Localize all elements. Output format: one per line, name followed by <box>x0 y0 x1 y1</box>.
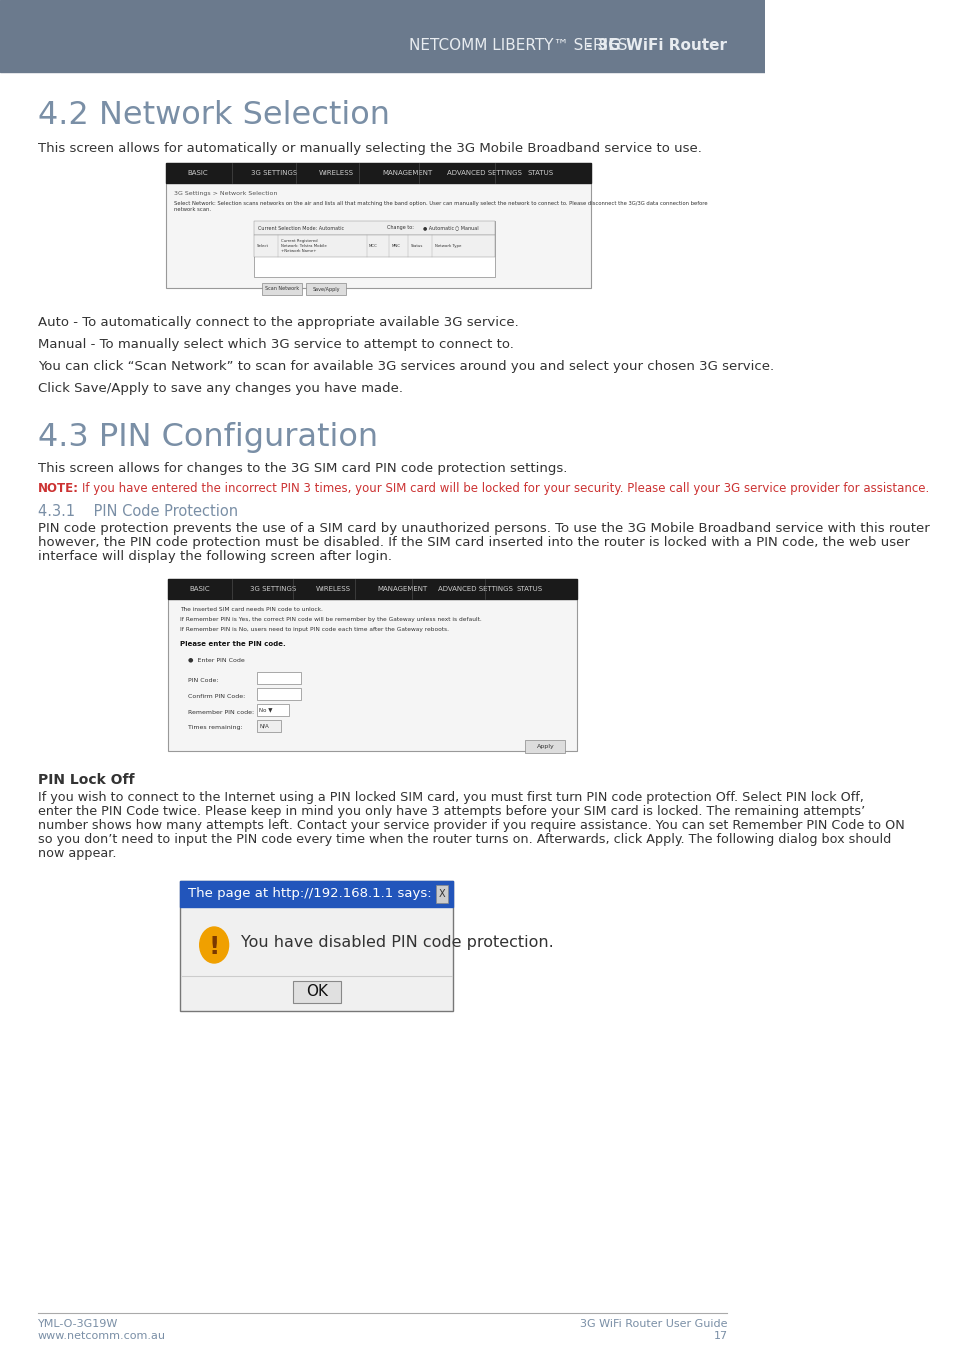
Text: ADVANCED SETTINGS: ADVANCED SETTINGS <box>438 586 513 593</box>
Text: enter the PIN Code twice. Please keep in mind you only have 3 attempts before yo: enter the PIN Code twice. Please keep in… <box>38 805 864 818</box>
Text: The inserted SIM card needs PIN code to unlock.: The inserted SIM card needs PIN code to … <box>180 608 323 612</box>
Text: number shows how many attempts left. Contact your service provider if you requir: number shows how many attempts left. Con… <box>38 819 903 832</box>
Text: www.netcomm.com.au: www.netcomm.com.au <box>38 1331 166 1341</box>
Bar <box>254 235 495 256</box>
Bar <box>169 579 577 751</box>
Text: MCC: MCC <box>369 244 377 248</box>
Text: X: X <box>438 890 445 899</box>
Text: N/A: N/A <box>259 724 269 729</box>
Bar <box>180 882 453 907</box>
Bar <box>262 284 302 296</box>
Text: 3G SETTINGS: 3G SETTINGS <box>250 586 296 593</box>
Bar <box>254 221 495 235</box>
Text: If Remember PIN is No, users need to input PIN code each time after the Gateway : If Remember PIN is No, users need to inp… <box>180 626 449 632</box>
Text: Network Type: Network Type <box>435 244 460 248</box>
Text: 3G SETTINGS: 3G SETTINGS <box>251 170 297 176</box>
Text: WIRELESS: WIRELESS <box>318 170 354 176</box>
Text: Save/Apply: Save/Apply <box>313 286 340 292</box>
Text: ○ Manual: ○ Manual <box>455 225 477 231</box>
Bar <box>293 981 340 1003</box>
Text: Select: Select <box>256 244 269 248</box>
Bar <box>180 882 453 1011</box>
Text: Manual - To manually select which 3G service to attempt to connect to.: Manual - To manually select which 3G ser… <box>38 338 513 351</box>
Text: The page at http://192.168.1.1 says:: The page at http://192.168.1.1 says: <box>189 887 432 900</box>
Text: 3G WiFi Router User Guide: 3G WiFi Router User Guide <box>579 1319 727 1328</box>
Text: PIN Code:: PIN Code: <box>189 678 219 683</box>
Text: Scan Network: Scan Network <box>265 286 299 292</box>
Bar <box>256 672 300 684</box>
Text: STATUS: STATUS <box>527 170 553 176</box>
Text: Change to:: Change to: <box>386 225 413 231</box>
Text: NETCOMM LIBERTY™ SERIES: NETCOMM LIBERTY™ SERIES <box>409 39 632 54</box>
Text: PIN Lock Off: PIN Lock Off <box>38 774 134 787</box>
Text: 4.3 PIN Configuration: 4.3 PIN Configuration <box>38 423 377 454</box>
Text: No ▼: No ▼ <box>259 707 273 713</box>
Bar <box>306 284 346 296</box>
Text: Times remaining:: Times remaining: <box>189 725 243 730</box>
Text: If you wish to connect to the Internet using a PIN locked SIM card, you must fir: If you wish to connect to the Internet u… <box>38 791 862 805</box>
Text: however, the PIN code protection must be disabled. If the SIM card inserted into: however, the PIN code protection must be… <box>38 536 908 549</box>
Text: Apply: Apply <box>536 744 554 749</box>
Text: 17: 17 <box>713 1331 727 1341</box>
Text: YML-O-3G19W: YML-O-3G19W <box>38 1319 118 1328</box>
Text: OK: OK <box>306 984 328 999</box>
Bar <box>166 163 591 288</box>
Text: Auto - To automatically connect to the appropriate available 3G service.: Auto - To automatically connect to the a… <box>38 316 517 329</box>
Text: Click Save/Apply to save any changes you have made.: Click Save/Apply to save any changes you… <box>38 382 402 396</box>
Text: Please enter the PIN code.: Please enter the PIN code. <box>180 641 286 647</box>
Text: 4.3.1    PIN Code Protection: 4.3.1 PIN Code Protection <box>38 504 237 518</box>
Text: Current Selection Mode: Automatic: Current Selection Mode: Automatic <box>258 225 344 231</box>
Text: so you don’t need to input the PIN code every time when the router turns on. Aft: so you don’t need to input the PIN code … <box>38 833 890 846</box>
Circle shape <box>199 927 229 963</box>
Bar <box>169 579 577 599</box>
Text: If you have entered the incorrect PIN 3 times, your SIM card will be locked for : If you have entered the incorrect PIN 3 … <box>82 482 928 495</box>
Text: interface will display the following screen after login.: interface will display the following scr… <box>38 549 392 563</box>
Text: BASIC: BASIC <box>187 170 208 176</box>
Bar <box>0 0 764 72</box>
Text: If Remember PIN is Yes, the correct PIN code will be remember by the Gateway unl: If Remember PIN is Yes, the correct PIN … <box>180 617 481 622</box>
Text: You have disabled PIN code protection.: You have disabled PIN code protection. <box>240 936 553 950</box>
Bar <box>256 720 280 732</box>
Text: BASIC: BASIC <box>189 586 210 593</box>
Text: Select Network: Selection scans networks on the air and lists all that matching : Select Network: Selection scans networks… <box>173 201 707 212</box>
Text: Confirm PIN Code:: Confirm PIN Code: <box>189 694 246 698</box>
Text: MANAGEMENT: MANAGEMENT <box>376 586 427 593</box>
Text: Current Registered
Network: Telstra Mobile
+Network Name+: Current Registered Network: Telstra Mobi… <box>280 239 326 252</box>
Bar <box>166 163 591 184</box>
Text: Remember PIN code:: Remember PIN code: <box>189 710 254 714</box>
Text: You can click “Scan Network” to scan for available 3G services around you and se: You can click “Scan Network” to scan for… <box>38 360 773 373</box>
Text: MANAGEMENT: MANAGEMENT <box>382 170 433 176</box>
Text: Status: Status <box>410 244 422 248</box>
Text: NOTE:: NOTE: <box>38 482 78 495</box>
Bar <box>256 703 289 716</box>
Text: ●  Enter PIN Code: ● Enter PIN Code <box>189 657 245 661</box>
Text: STATUS: STATUS <box>516 586 541 593</box>
Bar <box>256 688 300 701</box>
Bar <box>525 740 565 753</box>
Text: MNC: MNC <box>391 244 400 248</box>
Text: ADVANCED SETTINGS: ADVANCED SETTINGS <box>446 170 521 176</box>
Text: !: ! <box>209 936 219 958</box>
Text: PIN code protection prevents the use of a SIM card by unauthorized persons. To u: PIN code protection prevents the use of … <box>38 522 928 535</box>
Text: now appear.: now appear. <box>38 846 116 860</box>
Bar <box>436 886 448 903</box>
Bar <box>254 221 495 277</box>
Text: WIRELESS: WIRELESS <box>315 586 351 593</box>
Text: This screen allows for changes to the 3G SIM card PIN code protection settings.: This screen allows for changes to the 3G… <box>38 462 566 475</box>
Text: ● Automatic: ● Automatic <box>422 225 454 231</box>
Text: This screen allows for automatically or manually selecting the 3G Mobile Broadba: This screen allows for automatically or … <box>38 142 700 155</box>
Text: - 3G WiFi Router: - 3G WiFi Router <box>585 39 726 54</box>
Text: 3G Settings > Network Selection: 3G Settings > Network Selection <box>173 190 277 196</box>
Text: 4.2 Network Selection: 4.2 Network Selection <box>38 100 389 131</box>
